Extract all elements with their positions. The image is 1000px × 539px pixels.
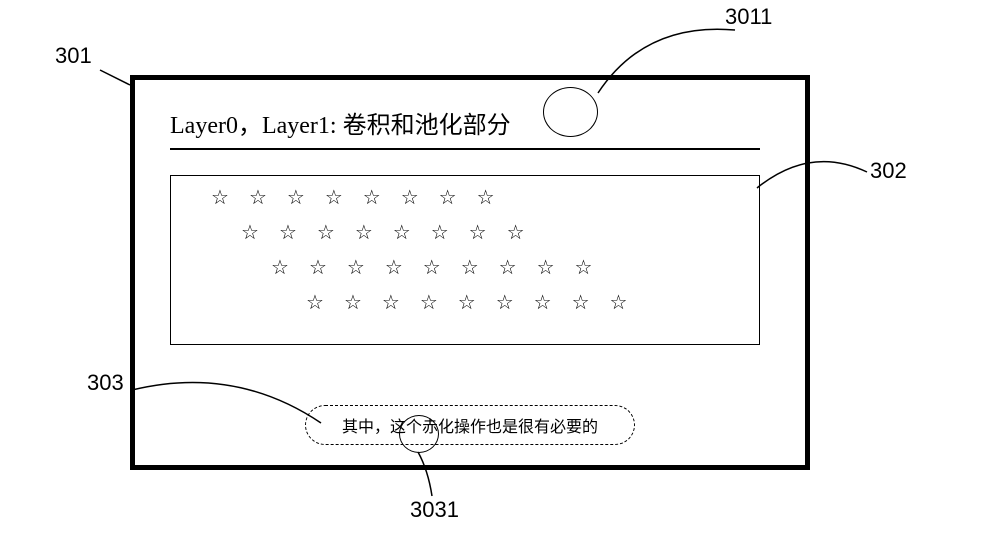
callout-circle-3031 [399,415,439,453]
star-icon: ☆ [439,188,457,208]
star-icon: ☆ [355,223,373,243]
label-301: 301 [55,43,92,69]
stars-box: ☆ ☆ ☆ ☆ ☆ ☆ ☆ ☆ ☆ ☆ ☆ ☆ ☆ ☆ ☆ ☆ ☆ ☆ ☆ ☆ ☆ ☆ ☆ ☆ ☆ ☆ ☆ ☆ ☆ ☆ ☆ ☆ ☆ ☆ [170,175,760,345]
dashed-box-text: 其中，这个赤化操作也是很有必要的 [342,413,598,437]
star-icon: ☆ [575,258,593,278]
star-icon: ☆ [211,188,229,208]
star-icon: ☆ [499,258,517,278]
title-area: Layer0，Layer1: 卷积和池化部分 [170,105,760,150]
star-icon: ☆ [271,258,289,278]
star-icon: ☆ [537,258,555,278]
star-icon: ☆ [420,293,438,313]
star-icon: ☆ [423,258,441,278]
star-icon: ☆ [393,223,411,243]
star-icon: ☆ [344,293,362,313]
leader-line [100,70,130,85]
star-icon: ☆ [241,223,259,243]
star-row: ☆ ☆ ☆ ☆ ☆ ☆ ☆ ☆ [241,223,739,243]
star-icon: ☆ [461,258,479,278]
callout-circle-3011 [543,87,598,137]
title-text: Layer0，Layer1: 卷积和池化部分 [170,105,760,140]
label-3031: 3031 [410,497,459,523]
star-row: ☆ ☆ ☆ ☆ ☆ ☆ ☆ ☆ ☆ [306,293,739,313]
star-icon: ☆ [431,223,449,243]
star-icon: ☆ [572,293,590,313]
star-icon: ☆ [347,258,365,278]
label-303: 303 [87,370,124,396]
star-icon: ☆ [469,223,487,243]
star-icon: ☆ [385,258,403,278]
star-row: ☆ ☆ ☆ ☆ ☆ ☆ ☆ ☆ ☆ [271,258,739,278]
star-icon: ☆ [401,188,419,208]
star-icon: ☆ [249,188,267,208]
star-icon: ☆ [317,223,335,243]
star-icon: ☆ [534,293,552,313]
dashed-box: 其中，这个赤化操作也是很有必要的 [305,405,635,445]
star-icon: ☆ [325,188,343,208]
star-icon: ☆ [363,188,381,208]
star-icon: ☆ [496,293,514,313]
label-3011: 3011 [725,4,772,30]
star-icon: ☆ [477,188,495,208]
star-icon: ☆ [610,293,628,313]
star-icon: ☆ [287,188,305,208]
star-icon: ☆ [279,223,297,243]
star-icon: ☆ [507,223,525,243]
label-302: 302 [870,158,907,184]
star-icon: ☆ [382,293,400,313]
star-icon: ☆ [306,293,324,313]
outer-container: Layer0，Layer1: 卷积和池化部分 ☆☆☆☆☆☆☆☆ ☆☆☆☆☆☆☆☆… [130,75,810,470]
title-underline [170,148,760,150]
star-icon: ☆ [309,258,327,278]
star-row: ☆ ☆ ☆ ☆ ☆ ☆ ☆ ☆ [211,188,739,208]
star-icon: ☆ [458,293,476,313]
